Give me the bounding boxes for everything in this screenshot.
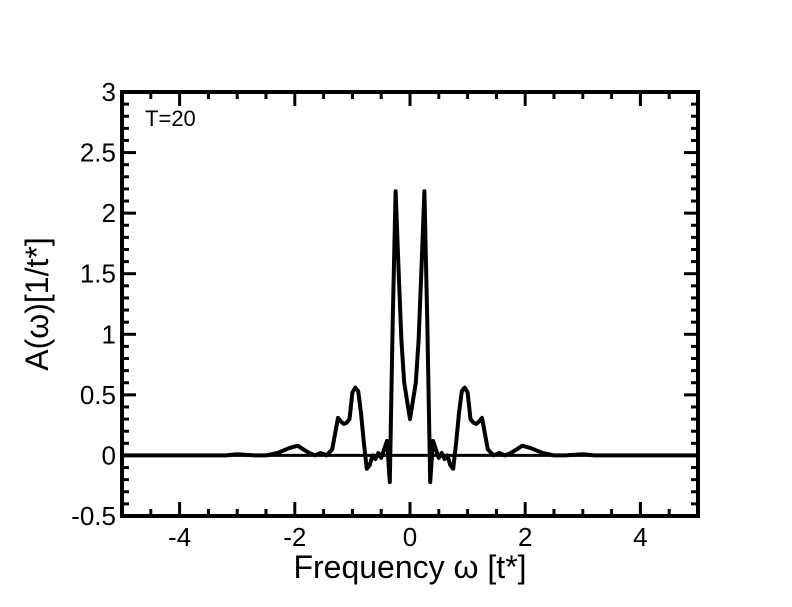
y-tick-label: -0.5 — [71, 501, 116, 531]
y-tick-label: 1 — [102, 319, 116, 349]
y-tick-label: 3 — [102, 77, 116, 107]
plot-frame — [120, 90, 700, 518]
y-tick-label: 2 — [102, 198, 116, 228]
y-tick-label: 1.5 — [80, 259, 116, 289]
annotation-label: T=20 — [145, 106, 196, 131]
x-tick-label: 0 — [403, 522, 417, 552]
y-tick-label: 0.5 — [80, 380, 116, 410]
series-line-0 — [122, 189, 698, 485]
y-axis-title: A(ω)[1/t*] — [19, 237, 55, 370]
x-tick-label: 4 — [633, 522, 647, 552]
x-tick-label: -4 — [168, 522, 191, 552]
y-tick-label: 0 — [102, 440, 116, 470]
x-axis-title: Frequency ω [t*] — [293, 549, 526, 585]
x-tick-label: -2 — [283, 522, 306, 552]
y-tick-label: 2.5 — [80, 138, 116, 168]
x-tick-label: 2 — [518, 522, 532, 552]
